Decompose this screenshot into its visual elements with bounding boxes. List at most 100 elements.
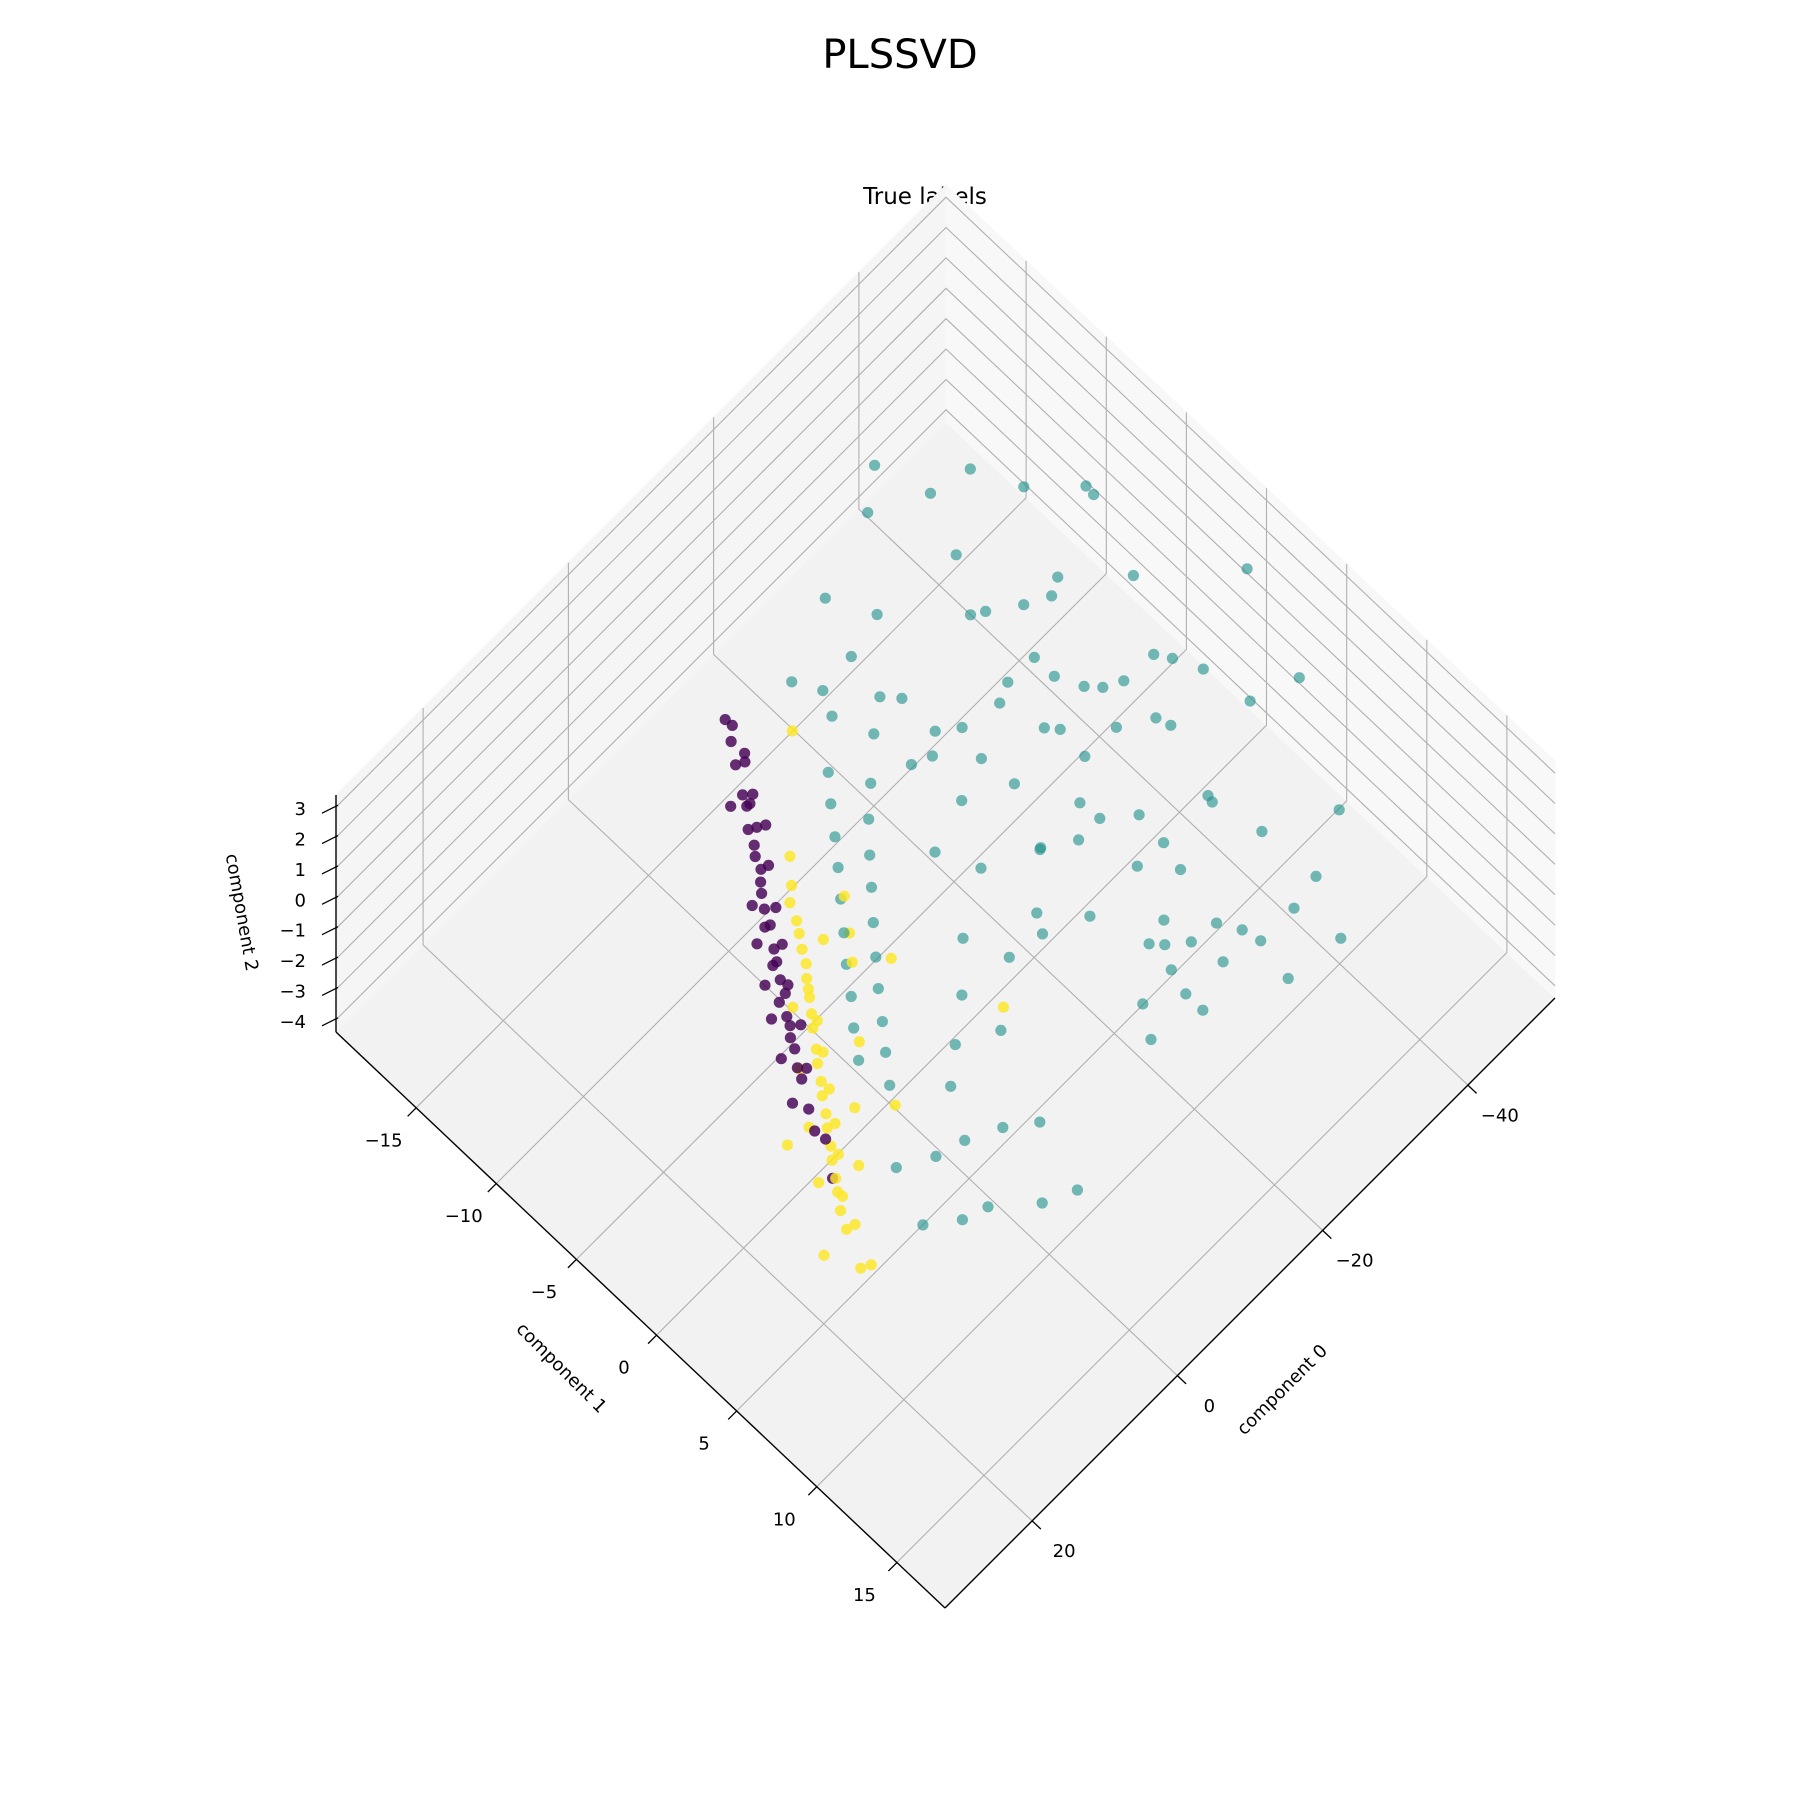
data-point-class-1 bbox=[1018, 481, 1030, 493]
data-point-class-0 bbox=[767, 959, 779, 972]
data-point-class-1 bbox=[975, 753, 988, 765]
data-point-class-0 bbox=[765, 1013, 778, 1025]
y-axis-label: component 1 bbox=[512, 1319, 611, 1418]
data-point-class-1 bbox=[853, 1054, 865, 1066]
data-point-class-1 bbox=[957, 932, 969, 944]
z-tick-mark bbox=[321, 926, 339, 936]
data-point-class-0 bbox=[791, 1062, 804, 1074]
data-point-class-0 bbox=[770, 901, 782, 914]
data-point-class-0 bbox=[744, 798, 756, 810]
data-point-class-0 bbox=[801, 1062, 813, 1074]
z-grid-line bbox=[335, 196, 1556, 808]
data-point-class-0 bbox=[725, 800, 737, 812]
data-point-class-1 bbox=[926, 750, 939, 762]
x-tick-label: −40 bbox=[1481, 1105, 1519, 1126]
data-point-class-0 bbox=[748, 839, 760, 851]
data-point-class-2 bbox=[787, 1001, 799, 1013]
data-point-class-0 bbox=[768, 943, 780, 955]
data-point-class-2 bbox=[823, 1083, 835, 1095]
data-point-class-1 bbox=[1054, 723, 1066, 736]
y-tick-label: 5 bbox=[698, 1434, 709, 1455]
data-point-class-0 bbox=[809, 1125, 821, 1137]
data-point-class-1 bbox=[1241, 563, 1253, 575]
data-point-class-1 bbox=[1034, 1116, 1046, 1128]
data-point-class-2 bbox=[853, 1036, 865, 1048]
data-point-class-0 bbox=[784, 1032, 797, 1044]
data-point-class-0 bbox=[737, 789, 749, 801]
data-point-class-0 bbox=[726, 719, 738, 732]
data-point-class-1 bbox=[1244, 695, 1256, 707]
data-point-class-1 bbox=[1158, 914, 1170, 926]
data-point-class-2 bbox=[811, 1015, 823, 1027]
z-grid-line bbox=[335, 226, 1556, 838]
data-point-class-1 bbox=[1288, 902, 1300, 914]
data-point-class-1 bbox=[1052, 571, 1064, 583]
data-point-class-1 bbox=[1080, 480, 1092, 492]
data-point-class-1 bbox=[1133, 809, 1145, 821]
y-grid-line bbox=[736, 563, 1348, 1412]
data-point-class-1 bbox=[1008, 778, 1021, 790]
data-point-class-1 bbox=[956, 721, 968, 734]
data-point-class-1 bbox=[1256, 825, 1268, 838]
data-point-class-0 bbox=[756, 887, 768, 900]
z-tick-mark bbox=[321, 865, 339, 875]
data-point-class-1 bbox=[863, 813, 875, 825]
data-point-class-1 bbox=[832, 861, 844, 874]
x-tick-mark bbox=[1467, 1084, 1478, 1094]
data-point-class-0 bbox=[746, 899, 758, 912]
data-point-class-1 bbox=[1180, 988, 1192, 1000]
data-point-class-0 bbox=[725, 735, 737, 748]
data-point-class-2 bbox=[846, 956, 858, 968]
data-point-class-2 bbox=[802, 983, 815, 995]
z-tick-mark bbox=[321, 834, 339, 845]
data-point-class-1 bbox=[1073, 834, 1085, 846]
right-wall-pane bbox=[945, 183, 1556, 1000]
x-tick-label: 0 bbox=[1204, 1396, 1215, 1417]
data-point-class-1 bbox=[1018, 599, 1030, 611]
data-point-class-1 bbox=[868, 728, 880, 740]
data-point-class-1 bbox=[964, 463, 976, 475]
data-point-class-0 bbox=[739, 747, 751, 759]
x-tick-mark bbox=[1176, 1375, 1187, 1385]
data-point-class-1 bbox=[865, 881, 878, 893]
data-point-class-2 bbox=[889, 1099, 901, 1111]
z-tick-mark bbox=[321, 986, 339, 997]
data-point-class-1 bbox=[1150, 712, 1162, 724]
data-point-class-1 bbox=[819, 592, 831, 604]
y-tick-mark bbox=[487, 1183, 497, 1193]
data-point-class-1 bbox=[869, 459, 881, 471]
data-point-class-0 bbox=[764, 919, 776, 931]
data-point-class-1 bbox=[917, 1219, 929, 1231]
data-point-class-2 bbox=[836, 1190, 849, 1202]
data-point-class-1 bbox=[874, 691, 886, 703]
data-point-class-0 bbox=[803, 1103, 815, 1115]
z-grid-line bbox=[335, 287, 1556, 899]
data-point-class-1 bbox=[1310, 870, 1322, 883]
data-point-class-1 bbox=[1088, 489, 1100, 501]
scatter-points bbox=[719, 459, 1347, 1274]
data-point-class-2 bbox=[811, 1057, 824, 1070]
data-point-class-1 bbox=[1165, 964, 1177, 976]
data-point-class-1 bbox=[838, 927, 850, 939]
data-point-class-1 bbox=[1282, 972, 1294, 985]
data-point-class-1 bbox=[1002, 676, 1014, 688]
data-point-class-1 bbox=[1110, 721, 1122, 733]
data-point-class-1 bbox=[949, 1039, 961, 1051]
x-tick-mark bbox=[1322, 1229, 1332, 1240]
data-point-class-1 bbox=[905, 759, 918, 771]
x-axis-label: component 0 bbox=[1233, 1341, 1332, 1440]
z-tick-mark bbox=[321, 1017, 339, 1027]
data-point-class-2 bbox=[838, 890, 850, 902]
data-point-class-1 bbox=[1034, 843, 1046, 856]
data-point-class-1 bbox=[1236, 924, 1248, 936]
data-point-class-2 bbox=[830, 1172, 842, 1184]
data-point-class-1 bbox=[826, 710, 838, 722]
data-point-class-1 bbox=[864, 849, 876, 861]
y-tick-label: −5 bbox=[531, 1282, 558, 1303]
data-point-class-1 bbox=[1036, 928, 1049, 940]
z-tick-label: −4 bbox=[279, 1012, 306, 1033]
data-point-class-0 bbox=[773, 996, 785, 1008]
data-point-class-1 bbox=[1071, 1184, 1083, 1196]
data-point-class-1 bbox=[1197, 1004, 1209, 1016]
data-point-class-0 bbox=[762, 859, 775, 872]
